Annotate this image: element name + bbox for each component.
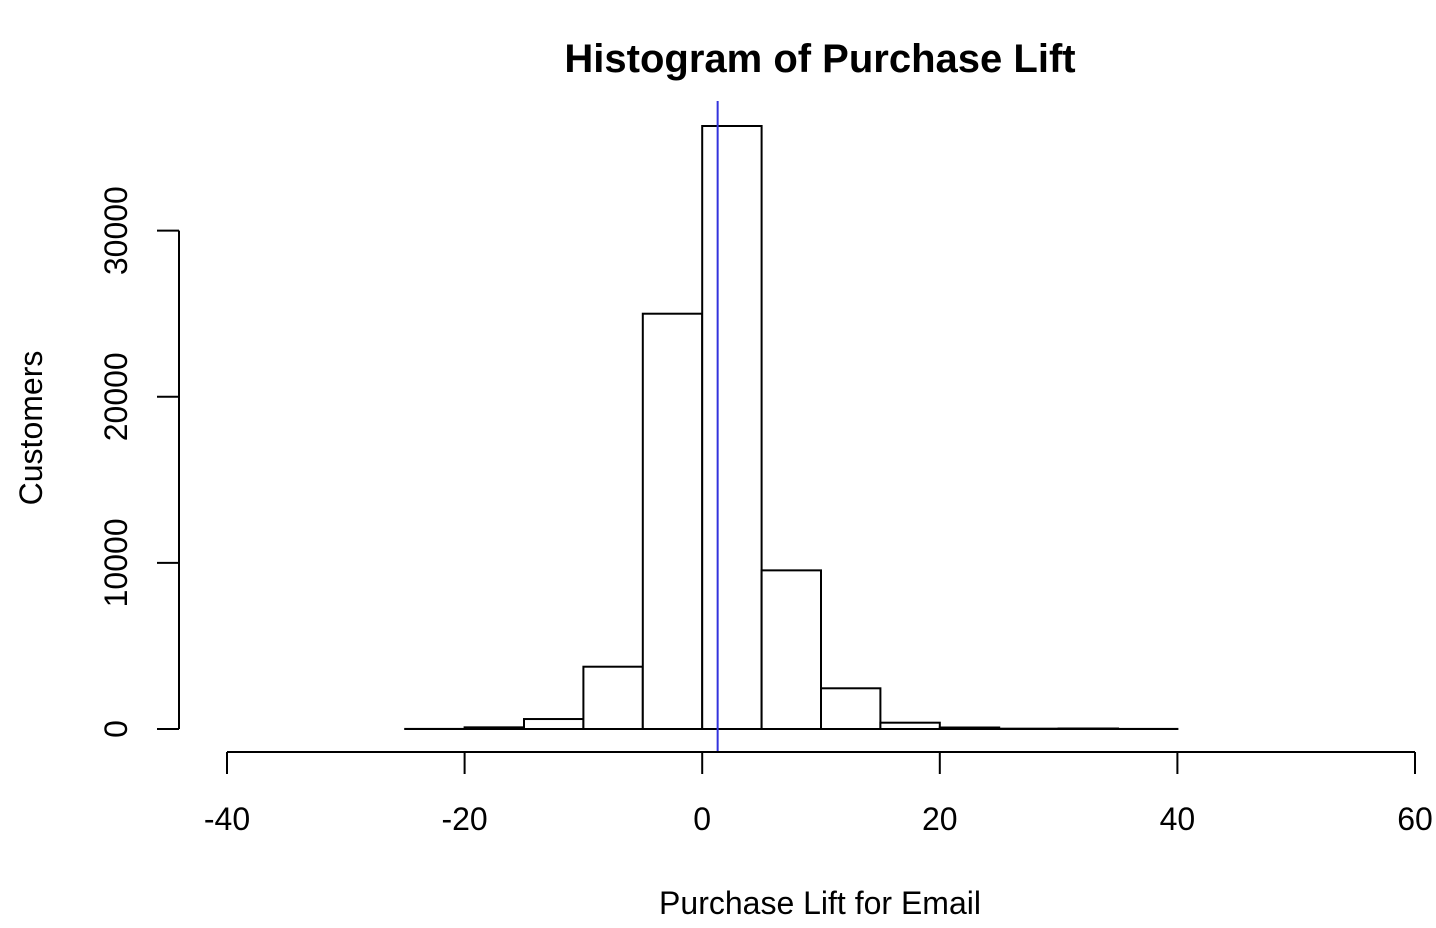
histogram-bar — [701, 125, 763, 730]
x-axis-label: Purchase Lift for Email — [659, 885, 981, 921]
histogram-bar — [523, 718, 585, 731]
histogram-bar — [760, 569, 822, 730]
y-tick-label: 30000 — [98, 186, 134, 275]
x-tick-label: 0 — [693, 801, 711, 837]
y-tick-label: 10000 — [98, 518, 134, 607]
histogram-bar — [641, 312, 704, 730]
x-tick-label: 60 — [1397, 801, 1433, 837]
y-tick-label: 0 — [98, 720, 134, 738]
x-tick-label: 40 — [1160, 801, 1196, 837]
x-tick-label: -20 — [441, 801, 487, 837]
x-axis: -40 -20 0 20 40 60 — [204, 751, 1433, 837]
histogram-bar — [820, 687, 882, 730]
y-axis: 0 10000 20000 30000 — [98, 186, 180, 738]
y-axis-label: Customers — [13, 351, 49, 506]
histogram-bar — [463, 726, 526, 731]
histogram-bar — [879, 721, 941, 731]
bars-group — [404, 125, 1179, 731]
y-tick-label: 20000 — [98, 352, 134, 441]
histogram-bar — [938, 726, 1001, 730]
x-tick-label: -40 — [204, 801, 250, 837]
histogram-bar — [582, 665, 644, 730]
x-tick-label: 20 — [922, 801, 958, 837]
chart-title: Histogram of Purchase Lift — [564, 37, 1075, 81]
